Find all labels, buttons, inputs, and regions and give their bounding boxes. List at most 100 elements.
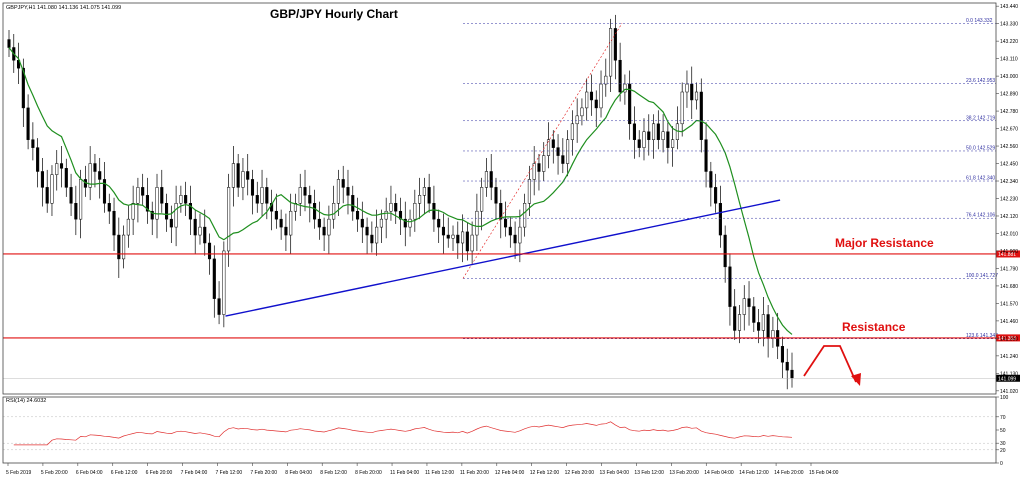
candle-body <box>532 163 536 180</box>
candle-body <box>150 210 154 220</box>
candle-body <box>561 155 565 164</box>
candle-body <box>456 234 460 244</box>
fib-level-label: 38.2 142.719 <box>966 115 995 121</box>
candle-body <box>40 171 44 188</box>
candle-body <box>470 234 474 252</box>
x-tick-label: 13 Feb 20:00 <box>669 470 699 476</box>
resistance-note: Major Resistance <box>835 236 934 250</box>
rsi-tick-label: 30 <box>1000 441 1006 447</box>
candle-body <box>785 361 789 371</box>
candle-body <box>102 179 107 204</box>
candle-body <box>461 231 465 244</box>
y-tick-label: 141.570 <box>1000 301 1018 307</box>
x-tick-label: 6 Feb 20:00 <box>146 470 173 476</box>
y-tick-label: 143.110 <box>1000 57 1018 63</box>
candle-body <box>236 163 240 188</box>
resistance-lines: 141.881 Major Resistance 141.353 Resistance… <box>3 199 1020 386</box>
y-tick-label: 143.440 <box>1000 4 1018 10</box>
x-tick-label: 13 Feb 04:00 <box>600 470 630 476</box>
candle-body <box>737 314 742 331</box>
candle-body <box>604 75 608 85</box>
candle-body <box>351 195 355 212</box>
candle-body <box>193 218 197 236</box>
x-tick-label: 12 Feb 20:00 <box>565 470 595 476</box>
candle-body <box>704 139 708 172</box>
candle-body <box>441 226 446 236</box>
y-tick-label: 142.560 <box>1000 144 1018 150</box>
ma-line <box>8 47 793 335</box>
candle-body <box>346 187 350 196</box>
candle-body <box>174 203 178 228</box>
candle-body <box>742 298 746 315</box>
chart-header: GBPJPY,H1 141.080 141.136 141.075 141.09… <box>6 5 121 11</box>
candle-body <box>155 187 159 220</box>
candle-body <box>93 163 97 172</box>
candle-body <box>546 139 551 156</box>
candle-body <box>36 147 40 172</box>
y-tick-label: 141.790 <box>1000 266 1018 272</box>
rsi-tick-label: 100 <box>1000 395 1009 401</box>
trend-line <box>225 199 781 317</box>
resistance-axis-box <box>996 334 1020 342</box>
candle-body <box>575 115 579 125</box>
candle-body <box>126 218 130 236</box>
candle-body <box>747 298 751 307</box>
x-tick-label: 5 Feb 20:00 <box>41 470 68 476</box>
candle-body <box>589 91 594 101</box>
candle-body <box>656 123 660 140</box>
candle-body <box>680 91 684 125</box>
candle-body <box>169 218 173 228</box>
candle-body <box>21 67 25 109</box>
y-tick-label: 142.230 <box>1000 197 1018 203</box>
candle-body <box>499 203 503 220</box>
candle-body <box>389 203 393 212</box>
candle-body <box>198 226 202 236</box>
candle-body <box>250 179 255 196</box>
candle-body <box>451 234 455 239</box>
candle-body <box>475 210 479 236</box>
candles <box>7 14 794 390</box>
resistance-axis-box <box>996 250 1020 258</box>
y-tick-label: 141.460 <box>1000 319 1018 325</box>
candle-body <box>332 203 336 220</box>
candle-body <box>308 195 312 204</box>
candle-body <box>64 168 68 188</box>
y-tick-label: 142.120 <box>1000 214 1018 220</box>
candle-body <box>623 83 627 93</box>
candle-body <box>227 187 231 252</box>
candle-body <box>752 306 756 323</box>
candle-body <box>79 179 83 220</box>
candle-body <box>437 218 441 228</box>
candle-body <box>537 163 541 172</box>
candle-body <box>651 123 656 140</box>
x-tick-label: 7 Feb 20:00 <box>250 470 277 476</box>
candle-body <box>217 298 221 315</box>
candle-body <box>489 171 493 188</box>
candle-body <box>274 210 278 220</box>
chart-title: GBP/JPY Hourly Chart <box>270 7 398 21</box>
candle-body <box>527 179 531 204</box>
labels: GBP/JPY Hourly Chart GBPJPY,H1 141.080 1… <box>6 5 398 404</box>
y-tick-label: 143.220 <box>1000 39 1018 45</box>
candle-body <box>45 187 49 204</box>
candle-body <box>55 163 59 175</box>
candle-body <box>365 226 369 236</box>
candle-body <box>480 187 484 212</box>
candle-body <box>446 234 450 239</box>
x-tick-label: 14 Feb 20:00 <box>774 470 804 476</box>
candle-body <box>284 226 288 236</box>
fib-level-label: 23.6 142.953 <box>966 78 995 84</box>
candle-body <box>279 218 283 228</box>
x-tick-label: 13 Feb 12:00 <box>634 470 664 476</box>
candle-body <box>714 187 718 204</box>
candle-body <box>31 139 35 148</box>
candle-body <box>384 210 388 220</box>
candle-body <box>241 171 245 188</box>
candle-body <box>666 131 670 148</box>
projection-arrowhead <box>851 373 861 386</box>
moving-average <box>8 47 793 335</box>
candle-body <box>432 203 436 220</box>
candle-body <box>265 187 269 204</box>
